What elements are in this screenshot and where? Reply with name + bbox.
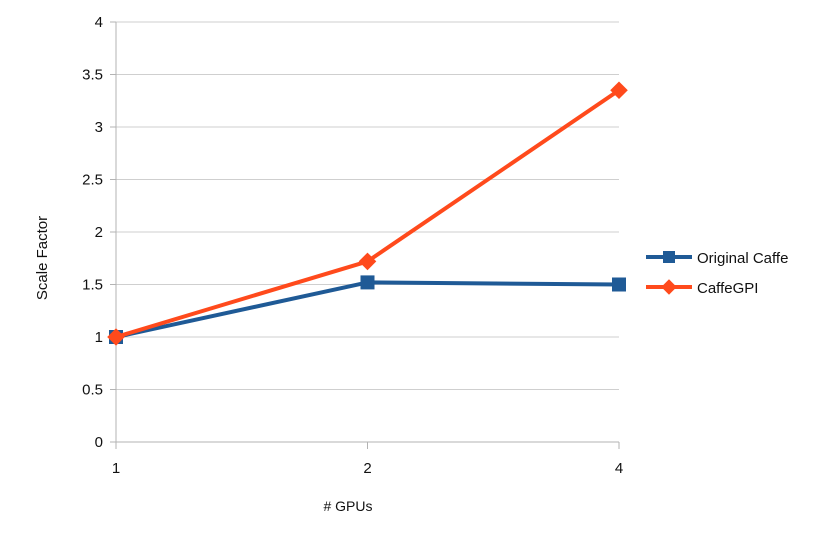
data-point: [360, 275, 375, 290]
series-caffegpi: [107, 81, 628, 346]
series-original-caffe: [109, 275, 626, 344]
x-tick-label: 2: [363, 460, 371, 477]
y-tick-label: 3: [95, 119, 103, 136]
y-tick-label: 1.5: [82, 277, 103, 294]
legend-marker: [663, 251, 675, 263]
x-tick-label: 4: [615, 460, 623, 477]
y-tick-label: 0.5: [82, 382, 103, 399]
series-layer: [107, 81, 628, 346]
series-line: [114, 280, 621, 339]
grid: [116, 21, 619, 390]
y-tick-label: 1: [95, 329, 103, 346]
y-tick-label: 0: [95, 434, 103, 451]
data-point: [612, 277, 626, 292]
data-point: [358, 252, 377, 271]
legend-item: CaffeGPI: [646, 279, 758, 297]
legend-marker: [661, 279, 677, 295]
legend-label: Original Caffe: [697, 250, 788, 267]
legend-label: CaffeGPI: [697, 280, 758, 297]
legend: Original Caffe CaffeGPI: [646, 250, 788, 297]
y-tick-label: 3.5: [82, 67, 103, 84]
axes: 0 0.5 1 1.5 2 2.5 3 3.5 4 1 2 4: [82, 14, 623, 477]
y-tick-label: 2.5: [82, 172, 103, 189]
y-tick-label: 2: [95, 224, 103, 241]
x-axis-label: # GPUs: [323, 498, 372, 514]
y-axis-label: Scale Factor: [34, 216, 51, 300]
data-point: [610, 81, 628, 100]
legend-item: Original Caffe: [646, 250, 788, 267]
y-tick-label: 4: [95, 14, 103, 31]
x-tick-label: 1: [112, 460, 120, 477]
data-point: [107, 328, 125, 346]
